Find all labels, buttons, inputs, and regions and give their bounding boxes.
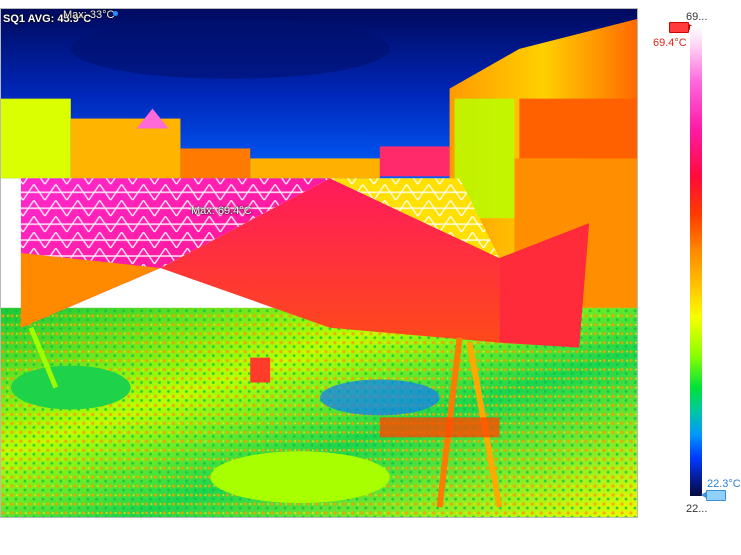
sq1-average-label: SQ1 AVG: 45.9°C [3, 13, 92, 25]
scale-top-label: 69... [686, 11, 708, 23]
min-temperature-label: 22.3°C [707, 478, 741, 490]
top-max-label: Max: 33°C [63, 9, 115, 21]
crosshair-icon [189, 205, 197, 213]
max-range-handle-icon[interactable] [669, 22, 694, 33]
color-scale-bar [690, 26, 702, 496]
thermal-image-viewer[interactable]: SQ1 AVG: 45.9°C Max: 33°C Max: 69.4°C [0, 8, 638, 518]
min-range-handle-icon[interactable] [701, 490, 726, 501]
scale-bottom-label: 22... [686, 503, 708, 515]
max-temperature-label: 69.4°C [653, 37, 687, 49]
measurement-dot-icon[interactable] [113, 11, 118, 16]
max-marker-label: Max: 69.4°C [191, 205, 252, 217]
thermal-image[interactable] [1, 9, 637, 517]
